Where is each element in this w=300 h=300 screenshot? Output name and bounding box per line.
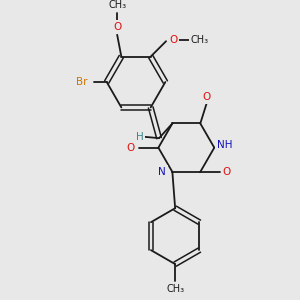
Text: O: O (113, 22, 121, 32)
Text: O: O (202, 92, 211, 102)
Text: O: O (169, 35, 177, 45)
Text: CH₃: CH₃ (190, 35, 209, 45)
Text: Br: Br (76, 77, 88, 87)
Text: NH: NH (217, 140, 233, 150)
Text: H: H (136, 132, 143, 142)
Text: N: N (158, 167, 166, 177)
Text: O: O (223, 167, 231, 177)
Text: O: O (127, 143, 135, 153)
Text: CH₃: CH₃ (166, 284, 184, 294)
Text: CH₃: CH₃ (108, 0, 126, 10)
